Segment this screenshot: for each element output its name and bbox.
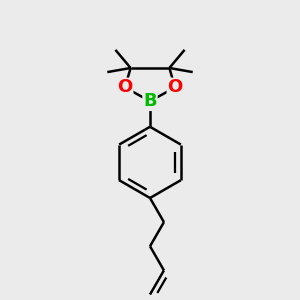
Text: B: B (143, 92, 157, 110)
Text: O: O (167, 79, 183, 97)
Text: O: O (117, 79, 133, 97)
